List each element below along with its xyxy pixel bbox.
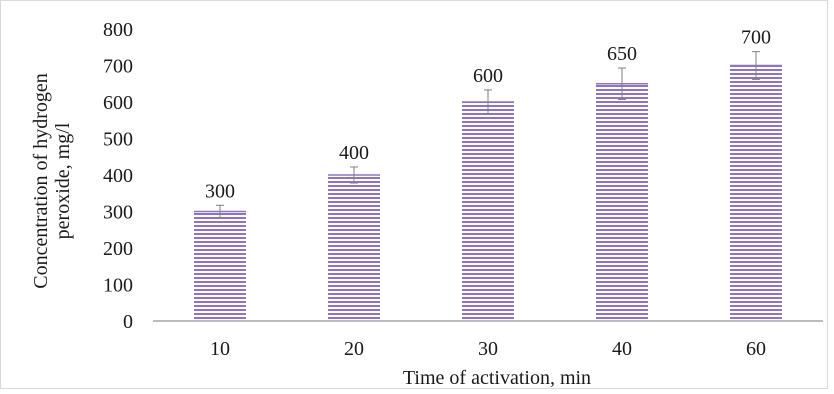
- bar: [194, 211, 246, 321]
- data-label: 400: [339, 142, 369, 164]
- bars: 300 400 600 650 700: [194, 27, 782, 321]
- x-tick-label: 30: [478, 338, 498, 360]
- y-axis-ticks: 0 100 200 300 400 500 600 700 800: [103, 19, 133, 333]
- y-tick-label: 200: [103, 238, 133, 260]
- bar: [462, 102, 514, 321]
- y-axis-title-line: Concentration of hydrogen: [30, 73, 52, 289]
- error-bar: [618, 67, 626, 100]
- error-bar: [484, 89, 492, 115]
- y-axis-title: Concentration of hydrogen peroxide, mg/l: [30, 73, 74, 289]
- y-tick-label: 600: [103, 92, 133, 114]
- error-bar: [752, 51, 760, 80]
- bar: [730, 65, 782, 321]
- x-axis-ticks: 10 20 30 40 60: [210, 338, 766, 360]
- y-tick-label: 500: [103, 129, 133, 151]
- x-tick-label: 20: [344, 338, 364, 360]
- error-bar: [350, 166, 358, 184]
- x-tick-label: 10: [210, 338, 230, 360]
- x-tick-label: 60: [746, 338, 766, 360]
- y-tick-label: 0: [123, 311, 133, 333]
- y-tick-label: 100: [103, 275, 133, 297]
- bar: [328, 175, 380, 321]
- data-label: 600: [473, 65, 503, 87]
- data-label: 300: [205, 180, 235, 202]
- y-tick-label: 800: [103, 19, 133, 41]
- y-tick-label: 400: [103, 165, 133, 187]
- y-tick-label: 300: [103, 202, 133, 224]
- y-tick-label: 700: [103, 56, 133, 78]
- y-axis-title-line: peroxide, mg/l: [52, 122, 74, 239]
- x-axis-title: Time of activation, min: [403, 367, 591, 389]
- bar: [596, 83, 648, 321]
- error-bar: [216, 204, 224, 219]
- data-label: 700: [741, 27, 771, 49]
- data-label: 650: [607, 43, 637, 65]
- x-tick-label: 40: [612, 338, 632, 360]
